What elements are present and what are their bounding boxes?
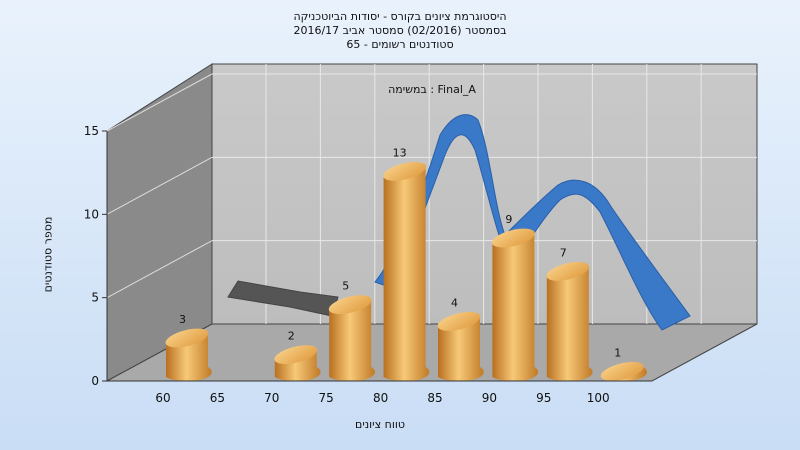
bar-label-85: 4: [451, 296, 458, 309]
gridline-left-15: [106, 73, 213, 132]
bar-85: 4: [437, 296, 484, 382]
bar-cap-70: [274, 345, 318, 365]
x-tick-label-65: 65: [210, 391, 225, 405]
y-tick-label-15: 15: [84, 124, 99, 138]
annotation-label: במשימה : Final_A: [388, 83, 476, 96]
bar-label-70: 2: [288, 330, 295, 343]
bar-95: 7: [546, 246, 593, 382]
back-wall: [211, 63, 758, 325]
gridline-left-5: [106, 240, 213, 299]
bar-80: 13: [383, 146, 430, 382]
bar-label-80: 13: [393, 146, 407, 159]
bar-body-90: [492, 233, 539, 382]
curve-left-segment: [227, 280, 339, 317]
bar-body-80: [383, 166, 430, 382]
curve-ribbon: [374, 114, 691, 331]
bar-70: 2: [274, 330, 321, 382]
bar-body-75: [329, 299, 375, 382]
bar-cap-95: [546, 261, 590, 281]
x-tick-label-90: 90: [482, 391, 497, 405]
y-tick-label-0: 0: [91, 374, 99, 388]
y-axis-label: מספר סטודנטים: [41, 216, 55, 293]
x-tick-label-100: 100: [587, 391, 610, 405]
bar-100: 1: [600, 346, 647, 382]
x-tick-label-75: 75: [319, 391, 334, 405]
bar-label-90: 9: [505, 213, 512, 226]
x-tick-label-60: 60: [155, 391, 170, 405]
bar-cap-100: [600, 361, 644, 381]
chart-title-line-2: בסמסטר (02/2016) סמסטר אביב 2016/17: [293, 24, 507, 37]
bar-60: 3: [165, 313, 212, 382]
bar-cap-90: [491, 228, 535, 248]
bar-cap-85: [437, 311, 481, 331]
x-axis-label: טווח ציונים: [355, 418, 405, 431]
bar-label-75: 5: [342, 280, 349, 293]
gridline-left-10: [106, 156, 213, 215]
bar-body-85: [438, 316, 484, 382]
x-tick-label-95: 95: [536, 391, 551, 405]
x-tick-label-70: 70: [264, 391, 279, 405]
x-tick-label-80: 80: [373, 391, 388, 405]
bar-label-95: 7: [560, 246, 567, 259]
bar-body-95: [546, 266, 593, 382]
chart-title-line-3: סטודנטים רשומים - 65: [346, 38, 454, 51]
bar-cap-60: [165, 328, 209, 348]
bar-cap-75: [328, 295, 372, 315]
bar-cap-80: [383, 161, 427, 181]
bar-75: 5: [328, 280, 375, 382]
chart-title-line-1: היסטוגרמת ציונים בקורס - יסודות הביוטכני…: [293, 10, 507, 23]
y-tick-label-10: 10: [84, 207, 99, 221]
bar-label-100: 1: [614, 346, 621, 359]
chart-walls: [106, 63, 758, 382]
bars-group: 3 2 5 13 4 9 7 1: [165, 146, 647, 382]
bar-90: 9: [491, 213, 539, 382]
x-tick-label-85: 85: [427, 391, 442, 405]
distribution-curve: [227, 114, 691, 331]
bar-label-60: 3: [179, 313, 186, 326]
y-tick-label-5: 5: [91, 291, 99, 305]
